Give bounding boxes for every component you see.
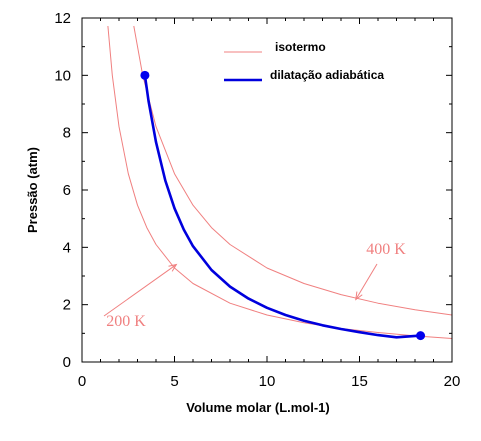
label-400k: 400 K (366, 241, 406, 258)
arrow-400k (355, 263, 378, 300)
arrowhead-400k (355, 291, 363, 301)
plot-frame (81, 17, 453, 363)
annotations: 400 K 200 K (103, 241, 406, 330)
endpoint-markers (140, 70, 426, 341)
start-point (140, 70, 150, 80)
x-tick-label: 15 (351, 373, 368, 390)
x-tick-label: 0 (78, 373, 86, 390)
x-tick-label: 20 (444, 373, 461, 390)
legend-label-adiabatic: dilatação adiabática (270, 68, 384, 82)
x-tick-label: 5 (170, 373, 178, 390)
plot-area (107, 25, 452, 339)
y-tick-label: 10 (54, 67, 71, 84)
y-tick-label: 0 (63, 354, 71, 371)
y-tick-label: 8 (63, 125, 71, 142)
x-axis-title: Volume molar (L.mol-1) (186, 400, 330, 415)
axis-ticks: 0 5 10 15 20 0 2 4 6 8 10 12 (54, 10, 460, 390)
arrow-200k (103, 264, 177, 317)
y-tick-label: 12 (54, 10, 71, 27)
arrowhead-200k (168, 263, 178, 272)
label-200k: 200 K (106, 313, 146, 330)
legend: isotermo dilatação adiabática (224, 40, 384, 82)
y-tick-label: 2 (63, 297, 71, 314)
legend-label-isotherm: isotermo (275, 40, 326, 54)
isotherm-curve-2 (133, 25, 452, 316)
x-tick-label: 10 (259, 373, 276, 390)
end-point (416, 331, 426, 341)
y-tick-label: 4 (63, 239, 71, 256)
y-tick-label: 6 (63, 182, 71, 199)
adiabatic-curve (143, 75, 421, 339)
isotherm-curve-1 (107, 25, 452, 339)
y-axis-title: Pressão (atm) (25, 147, 40, 233)
